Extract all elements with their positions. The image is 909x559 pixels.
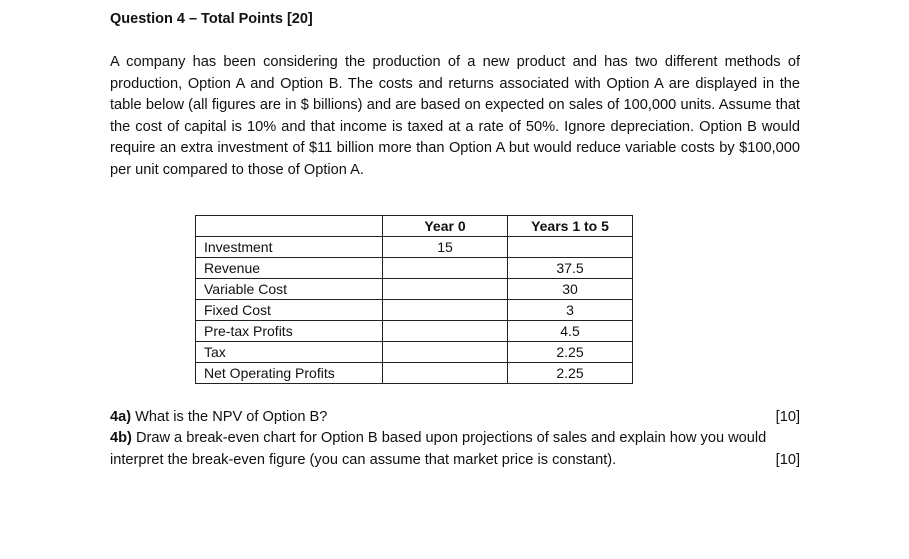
row-label: Variable Cost: [195, 278, 383, 300]
table-row: Net Operating Profits 2.25: [195, 362, 633, 384]
cell-value: [382, 257, 508, 279]
row-label: Tax: [195, 341, 383, 363]
question-title: Question 4 – Total Points [20]: [110, 11, 313, 27]
row-label: Fixed Cost: [195, 299, 383, 321]
table-row: Pre-tax Profits 4.5: [195, 320, 633, 342]
cell-value: 30: [507, 278, 633, 300]
header-cell: Year 0: [382, 215, 508, 237]
question-4a: 4a) What is the NPV of Option B? [10]: [110, 407, 800, 428]
cell-value: [382, 299, 508, 321]
option-a-table: Year 0 Years 1 to 5 Investment 15 Revenue 3…: [195, 215, 633, 384]
cell-value: [382, 320, 508, 342]
cell-value: 3: [507, 299, 633, 321]
table-row: Investment 15: [195, 236, 633, 258]
questions: 4a) What is the NPV of Option B? [10] 4b…: [110, 407, 800, 471]
cell-value: 2.25: [507, 341, 633, 363]
question-label: 4a): [110, 409, 132, 425]
question-text: Draw a break-even chart for Option B bas…: [131, 430, 767, 447]
table-row: Tax 2.25: [195, 341, 633, 363]
question-description: A company has been considering the produ…: [110, 54, 800, 178]
question-points: [10]: [775, 451, 800, 468]
question-text: What is the NPV of Option B?: [131, 409, 328, 425]
question-points: [10]: [775, 409, 800, 425]
cell-value: 2.25: [507, 362, 633, 384]
row-label: Investment: [195, 236, 383, 258]
cell-value: 37.5: [507, 257, 633, 279]
cell-value: [382, 362, 508, 384]
row-label: Revenue: [195, 257, 383, 279]
header-cell: [195, 215, 383, 237]
cell-value: [382, 341, 508, 363]
table-header-row: Year 0 Years 1 to 5: [195, 215, 633, 237]
cell-value: [507, 236, 633, 258]
table-row: Revenue 37.5: [195, 257, 633, 279]
row-label: Net Operating Profits: [195, 362, 383, 384]
table-row: Fixed Cost 3: [195, 299, 633, 321]
question-text-continued: interpret the break-even figure (you can…: [110, 451, 617, 468]
cell-value: [382, 278, 508, 300]
cell-value: 15: [382, 236, 508, 258]
row-label: Pre-tax Profits: [195, 320, 383, 342]
header-cell: Years 1 to 5: [507, 215, 633, 237]
cell-value: 4.5: [507, 320, 633, 342]
question-4b: 4b) Draw a break-even chart for Option B…: [110, 428, 800, 471]
table-row: Variable Cost 30: [195, 278, 633, 300]
question-label: 4b): [110, 430, 132, 447]
